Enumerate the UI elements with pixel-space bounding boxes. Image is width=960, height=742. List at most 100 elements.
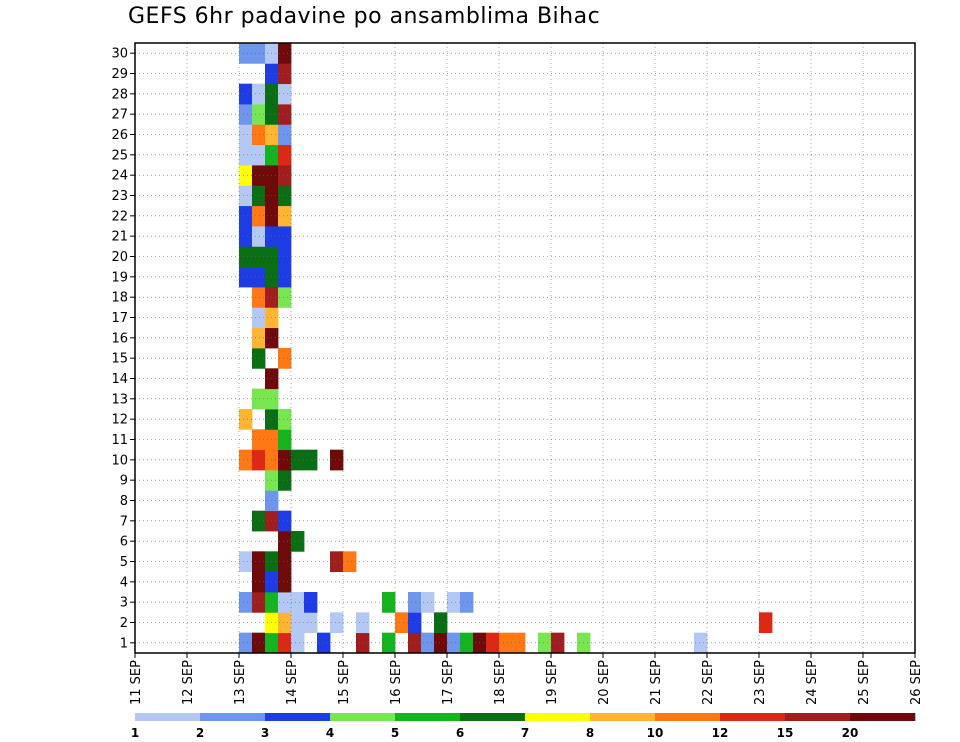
heatmap-cell xyxy=(252,632,266,654)
heatmap-cell xyxy=(408,592,422,613)
heatmap-cell xyxy=(278,104,292,125)
y-tick-label: 26 xyxy=(111,128,128,143)
heatmap-cell xyxy=(252,287,266,308)
heatmap-cell xyxy=(239,632,253,654)
heatmap-cell xyxy=(252,510,266,532)
heatmap-cell xyxy=(278,266,292,288)
heatmap-cell xyxy=(382,632,396,654)
grid-lines xyxy=(135,43,915,653)
heatmap-cell xyxy=(252,165,266,186)
colorbar-segment xyxy=(265,713,331,721)
y-tick-label: 23 xyxy=(111,189,128,204)
x-tick-label: 14 SEP xyxy=(285,660,300,705)
y-tick-label: 20 xyxy=(111,250,128,265)
heatmap-cell xyxy=(434,632,448,654)
heatmap-cell xyxy=(694,632,708,654)
y-tick-label: 21 xyxy=(111,230,128,245)
y-tick-label: 13 xyxy=(111,392,128,407)
heatmap-cell xyxy=(252,246,266,268)
colorbar-label: 20 xyxy=(842,726,859,740)
heatmap-cell xyxy=(291,449,305,471)
heatmap-cell xyxy=(252,348,266,369)
colorbar-label: 1 xyxy=(131,726,139,740)
heatmap-cell xyxy=(252,551,266,573)
heatmap-cell xyxy=(278,429,292,451)
heatmap-cell xyxy=(239,246,253,268)
heatmap-cell xyxy=(252,104,266,125)
heatmap-cell xyxy=(278,287,292,308)
heatmap-cell xyxy=(291,632,305,654)
y-tick-label: 4 xyxy=(120,575,128,590)
heatmap-cell xyxy=(252,205,266,227)
colorbar-legend: 1 2 3 4 5 6 7 8 10 12 15 20 xyxy=(131,713,916,740)
y-tick-label: 30 xyxy=(111,47,128,62)
x-tick-label: 16 SEP xyxy=(389,660,404,705)
y-tick-label: 28 xyxy=(111,87,128,102)
heatmap-cell xyxy=(395,612,409,634)
y-tick-label: 5 xyxy=(120,555,128,570)
heatmap-cell xyxy=(278,83,292,105)
x-tick-label: 18 SEP xyxy=(493,660,508,705)
x-tick-label: 23 SEP xyxy=(753,660,768,705)
heatmap-cell xyxy=(278,226,292,247)
y-tick-label: 18 xyxy=(111,291,128,306)
y-tick-label: 3 xyxy=(120,596,128,611)
x-tick-label: 12 SEP xyxy=(181,660,196,705)
colorbar-segment xyxy=(720,713,786,721)
heatmap-cell xyxy=(486,632,500,654)
colorbar-segment xyxy=(590,713,656,721)
heatmap-cell xyxy=(499,632,513,654)
x-tick-label: 13 SEP xyxy=(233,660,248,705)
heatmap-cell xyxy=(330,449,344,471)
heatmap-cell xyxy=(239,449,253,471)
heatmap-cell xyxy=(252,83,266,105)
heatmap-cell xyxy=(278,144,292,166)
x-tick-label: 24 SEP xyxy=(805,660,820,705)
colorbar-segment xyxy=(135,713,201,721)
plot-frame xyxy=(134,42,916,654)
heatmap-cell xyxy=(278,592,292,613)
y-axis-ticks: 1234567891011121314151617181920212223242… xyxy=(111,47,135,651)
heatmap-cell xyxy=(252,388,266,410)
heatmap-cell xyxy=(252,266,266,288)
heatmap-cell xyxy=(239,124,253,146)
heatmap-cell xyxy=(434,612,448,634)
y-tick-label: 6 xyxy=(120,535,128,550)
heatmap-cell xyxy=(252,43,266,64)
heatmap-cell xyxy=(278,205,292,227)
heatmap-cell xyxy=(252,327,266,349)
heatmap-cell xyxy=(252,226,266,247)
heatmap-cell xyxy=(278,632,292,654)
heatmap-cell xyxy=(239,226,253,247)
heatmap-cell xyxy=(252,144,266,166)
heatmap-cell xyxy=(239,266,253,288)
chart-title: GEFS 6hr padavine po ansamblima Bihac xyxy=(128,4,601,29)
y-tick-label: 12 xyxy=(111,413,128,428)
y-tick-label: 15 xyxy=(111,352,128,367)
heatmap-cell xyxy=(278,63,292,85)
heatmap-cell xyxy=(408,632,422,654)
heatmap-cell xyxy=(252,449,266,471)
colorbar-label: 10 xyxy=(647,726,664,740)
y-tick-label: 9 xyxy=(120,474,128,489)
heatmap-cell xyxy=(538,632,552,654)
heatmap-cell xyxy=(278,185,292,207)
heatmap-cell xyxy=(330,551,344,573)
colorbar-label: 12 xyxy=(712,726,729,740)
y-tick-label: 24 xyxy=(111,169,128,184)
y-tick-label: 2 xyxy=(120,616,128,631)
y-tick-label: 19 xyxy=(111,270,128,285)
heatmap-cell xyxy=(239,165,253,186)
heatmap-cells xyxy=(239,43,773,654)
heatmap-cell xyxy=(278,43,292,64)
colorbar-label: 7 xyxy=(521,726,529,740)
y-tick-label: 16 xyxy=(111,331,128,346)
heatmap-cell xyxy=(278,449,292,471)
y-tick-label: 29 xyxy=(111,67,128,82)
colorbar-segment xyxy=(785,713,851,721)
y-tick-label: 17 xyxy=(111,311,128,326)
y-tick-label: 14 xyxy=(111,372,128,387)
heatmap-cell xyxy=(252,571,266,593)
heatmap-cell xyxy=(239,592,253,613)
